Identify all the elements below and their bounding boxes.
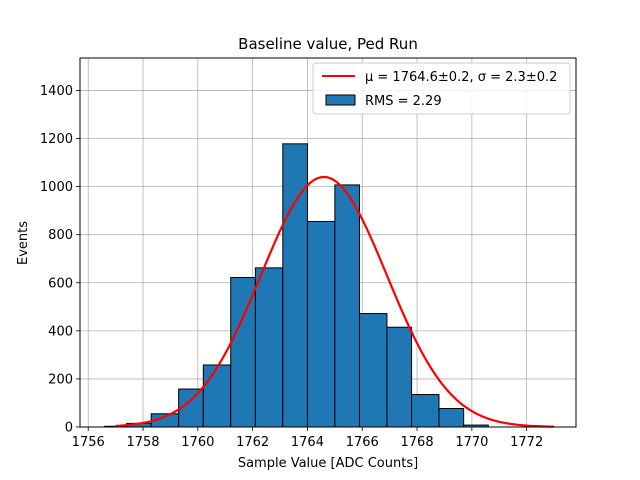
y-tick-label: 1400	[40, 84, 73, 99]
histogram-bar	[306, 220, 336, 428]
x-tick-label: 1764	[291, 435, 324, 450]
histogram-bar	[359, 313, 388, 428]
y-axis-label: Events	[16, 221, 31, 265]
x-tick-label: 1760	[181, 435, 214, 450]
legend-hist-swatch	[325, 94, 356, 106]
x-tick-label: 1756	[72, 435, 105, 450]
x-tick-label: 1768	[401, 435, 434, 450]
legend-fit-label: μ = 1764.6±0.2, σ = 2.3±0.2	[365, 70, 557, 85]
y-tick-label: 1000	[40, 180, 73, 195]
histogram-bar	[282, 143, 308, 428]
legend: μ = 1764.6±0.2, σ = 2.3±0.2 RMS = 2.29	[312, 62, 571, 115]
y-tick-label: 200	[48, 372, 73, 387]
x-axis-label: Sample Value [ADC Counts]	[238, 456, 418, 471]
chart-title: Baseline value, Ped Run	[238, 35, 418, 53]
x-axis-ticks: 1756 1758 1760 1762 1764 1766 1768 1770 1772	[72, 427, 543, 450]
x-tick-label: 1770	[455, 435, 488, 450]
x-tick-label: 1758	[126, 435, 159, 450]
y-axis-ticks: 0 200 400 600 800 1000 1200 1400	[40, 84, 80, 436]
gaussian-fit	[115, 175, 555, 428]
x-tick-label: 1762	[236, 435, 269, 450]
histogram-bar	[334, 184, 361, 428]
y-tick-label: 0	[65, 421, 73, 436]
x-tick-label: 1766	[346, 435, 379, 450]
histogram-bar	[411, 394, 440, 428]
legend-box	[312, 62, 571, 115]
histogram-bar	[230, 276, 256, 428]
histogram-bar	[386, 326, 413, 428]
histogram-bars	[104, 143, 489, 428]
fit-curve	[115, 175, 555, 428]
legend-hist-label: RMS = 2.29	[365, 94, 442, 109]
y-tick-label: 800	[48, 228, 73, 243]
y-tick-label: 600	[48, 276, 73, 291]
histogram-bar	[438, 407, 465, 428]
plot-frame	[79, 57, 577, 428]
y-tick-label: 400	[48, 324, 73, 339]
histogram-bar	[254, 267, 284, 428]
y-tick-label: 1200	[40, 132, 73, 147]
histogram-bar	[202, 364, 232, 428]
x-tick-label: 1772	[510, 435, 543, 450]
histogram-bar	[178, 388, 204, 428]
